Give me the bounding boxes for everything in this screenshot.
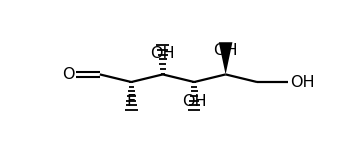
- Polygon shape: [219, 42, 233, 74]
- Text: OH: OH: [213, 43, 238, 58]
- Text: OH: OH: [291, 74, 315, 90]
- Text: OH: OH: [182, 94, 207, 109]
- Text: OH: OH: [150, 46, 175, 61]
- Text: F: F: [127, 94, 136, 109]
- Text: O: O: [62, 67, 74, 82]
